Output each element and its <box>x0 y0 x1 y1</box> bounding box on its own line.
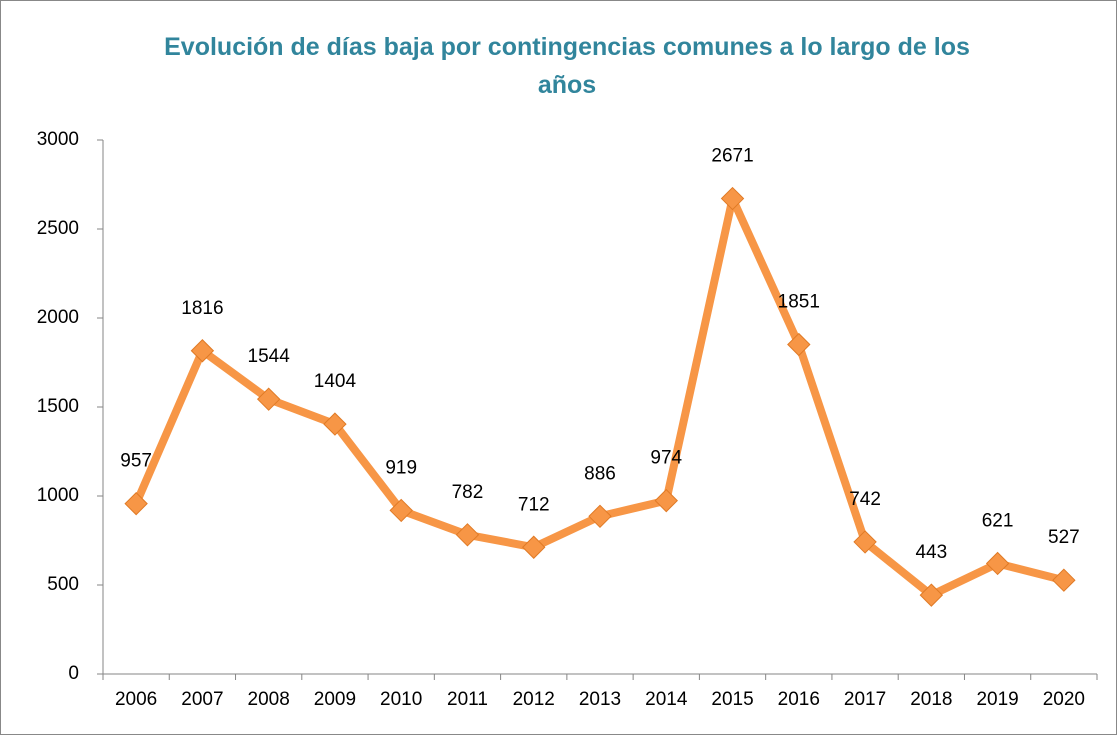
marker <box>919 583 944 607</box>
data-label: 1404 <box>314 371 357 392</box>
marker <box>522 535 546 559</box>
marker <box>1052 568 1076 592</box>
data-label: 1816 <box>181 298 223 319</box>
x-tick-label: 2007 <box>181 689 223 710</box>
marker <box>455 523 480 547</box>
data-label: 621 <box>982 510 1014 531</box>
data-label: 1544 <box>248 346 291 367</box>
data-label: 974 <box>650 448 682 469</box>
x-tick-label: 2020 <box>1043 689 1085 710</box>
marker <box>323 412 347 436</box>
data-label: 527 <box>1048 527 1080 548</box>
marker <box>389 498 413 523</box>
y-tick-label: 1500 <box>37 396 79 417</box>
marker <box>654 488 678 513</box>
marker <box>588 504 612 528</box>
y-tick-label: 0 <box>68 663 79 684</box>
x-tick-label: 2010 <box>380 689 422 710</box>
x-tick-label: 2006 <box>115 689 157 710</box>
data-label: 1851 <box>778 292 820 313</box>
y-tick-label: 3000 <box>37 129 79 150</box>
data-label: 712 <box>518 494 550 515</box>
x-tick-label: 2018 <box>910 689 952 710</box>
x-tick-label: 2014 <box>645 689 688 710</box>
chart-title: Evolución de días baja por contingencias… <box>164 33 970 99</box>
data-label: 957 <box>120 451 152 472</box>
data-label: 782 <box>452 482 484 503</box>
data-label: 886 <box>584 463 616 484</box>
marker <box>985 551 1010 576</box>
x-tick-label: 2009 <box>314 689 356 710</box>
x-tick-label: 2017 <box>844 689 886 710</box>
y-tick-label: 1000 <box>37 485 79 506</box>
marker <box>190 339 215 363</box>
data-label: 2671 <box>711 146 753 167</box>
y-tick-label: 500 <box>47 574 79 595</box>
marker <box>787 332 811 357</box>
marker <box>124 491 148 516</box>
x-tick-label: 2013 <box>579 689 621 710</box>
x-tick-label: 2012 <box>513 689 555 710</box>
x-tick-label: 2019 <box>976 689 1018 710</box>
data-label: 742 <box>849 489 881 510</box>
marker <box>720 186 745 211</box>
x-tick-label: 2008 <box>248 689 290 710</box>
marker <box>853 530 877 554</box>
marker <box>256 387 281 411</box>
x-tick-label: 2016 <box>778 689 820 710</box>
x-tick-label: 2015 <box>711 689 753 710</box>
data-label: 919 <box>385 457 417 478</box>
x-tick-label: 2011 <box>447 689 488 710</box>
data-label: 443 <box>915 542 947 563</box>
y-tick-label: 2500 <box>37 218 79 239</box>
y-tick-label: 2000 <box>37 307 79 328</box>
